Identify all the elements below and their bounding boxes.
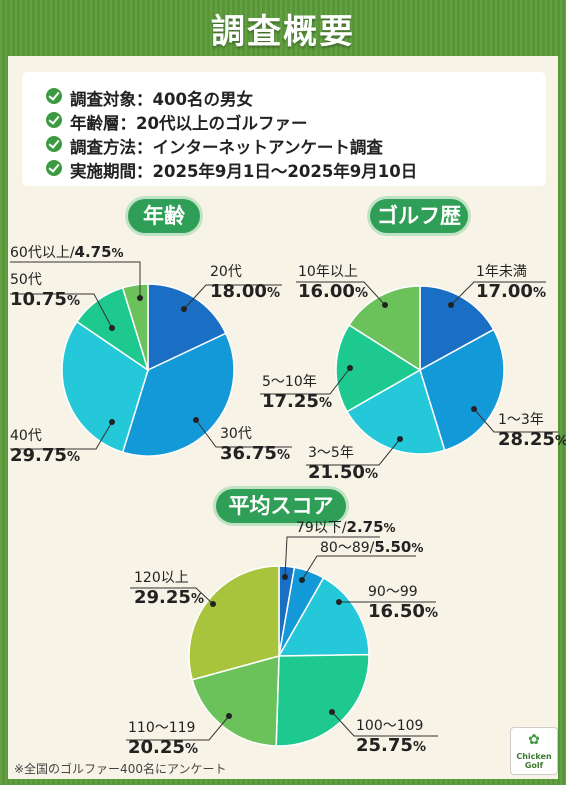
overview-text: 調査方法：インターネットアンケート調査 — [70, 138, 383, 157]
slice-category-label: 40代 — [10, 428, 42, 444]
slice-category-label: 120以上 — [134, 570, 189, 586]
slice-value-label: 20.25% — [128, 737, 198, 758]
leader-dot — [226, 713, 232, 719]
overview-text: 調査対象：400名の男女 — [70, 90, 253, 109]
leader-line — [195, 419, 292, 448]
leader-line — [306, 438, 401, 466]
check-icon — [46, 112, 62, 128]
slice-label: 80〜89/5.50% — [320, 538, 423, 556]
slice-value-label: 17.25% — [262, 391, 332, 412]
leader-line — [301, 555, 416, 581]
leader-line — [260, 367, 351, 395]
leader-dot — [329, 709, 335, 715]
leader-dot — [471, 406, 477, 412]
leader-line — [284, 536, 380, 578]
slice-value-label: 18.00% — [210, 281, 280, 302]
pie-slice — [277, 576, 370, 657]
slice-value-label: 29.75% — [10, 445, 80, 466]
leader-line — [130, 587, 214, 605]
leader-dot — [181, 306, 187, 312]
leader-line — [10, 293, 113, 329]
slice-value-label: 29.25% — [134, 587, 204, 608]
leader-dot — [282, 574, 288, 580]
check-icon — [46, 88, 62, 104]
pie-slice — [348, 285, 421, 372]
pie-slice — [61, 320, 149, 454]
overview-text: 実施期間：2025年9月1日〜2025年9月10日 — [70, 162, 418, 181]
leader-line — [10, 261, 141, 298]
logo-text-line2: Golf — [524, 761, 544, 770]
slice-value-label: 10.75% — [10, 289, 80, 310]
slice-value-label: 28.25% — [498, 429, 566, 450]
footnote: ※全国のゴルファー400名にアンケート — [14, 762, 227, 776]
golf-history-chart-title: ゴルフ歴 — [370, 199, 468, 233]
average-score-chart-title: 平均スコア — [216, 489, 346, 523]
slice-category-label: 1年未満 — [476, 264, 527, 280]
page-title: 調査概要 — [211, 12, 355, 52]
leader-dot — [299, 577, 305, 583]
pie-slice — [335, 323, 422, 413]
slice-category-label: 110〜119 — [128, 720, 195, 736]
chicken-golf-logo: ✿ Chicken Golf — [510, 727, 558, 775]
pie-slice — [121, 283, 149, 371]
leader-dot — [210, 601, 216, 607]
slice-category-label: 1〜3年 — [498, 412, 544, 428]
check-icon — [46, 136, 62, 152]
pie-slice — [188, 565, 280, 681]
slice-value-label: 25.75% — [356, 735, 426, 756]
leader-dot — [336, 599, 342, 605]
slice-label: 79以下/2.75% — [296, 518, 396, 536]
slice-category-label: 10年以上 — [298, 264, 358, 280]
pie-slice — [346, 368, 446, 455]
slice-value-label: 36.75% — [220, 443, 290, 464]
slice-category-label: 50代 — [10, 272, 42, 288]
pie-slice — [275, 653, 370, 747]
slice-value-label: 16.00% — [298, 281, 368, 302]
chicken-icon: ✿ — [528, 732, 540, 748]
slice-category-label: 90〜99 — [368, 584, 418, 600]
leader-line — [296, 281, 386, 306]
slice-category-label: 100〜109 — [356, 718, 423, 734]
leader-line — [10, 421, 113, 450]
slice-category-label: 20代 — [210, 264, 242, 280]
slice-value-label: 16.50% — [368, 601, 438, 622]
slice-category-label: 3〜5年 — [308, 445, 354, 461]
pie-slice — [191, 655, 280, 747]
leader-dot — [397, 436, 403, 442]
check-icon — [46, 160, 62, 176]
pie-slice — [419, 328, 505, 452]
leader-line — [183, 284, 282, 310]
slice-category-label: 5〜10年 — [262, 374, 317, 390]
slice-value-label: 17.00% — [476, 281, 546, 302]
leader-dot — [109, 419, 115, 425]
slice-label: 60代以上/4.75% — [10, 243, 124, 261]
leader-dot — [193, 417, 199, 423]
leader-dot — [109, 325, 115, 331]
overview-text: 年齢層：20代以上のゴルファー — [70, 114, 308, 133]
age-chart-title: 年齢 — [128, 199, 200, 233]
leader-dot — [448, 302, 454, 308]
leader-line — [331, 711, 438, 737]
slice-value-label: 21.50% — [308, 462, 378, 483]
leader-dot — [382, 302, 388, 308]
leader-dot — [137, 295, 143, 301]
survey-overview-box: 調査対象：400名の男女 年齢層：20代以上のゴルファー 調査方法：インターネッ… — [22, 72, 546, 186]
leader-dot — [347, 365, 353, 371]
leader-line — [450, 281, 546, 306]
leader-line — [473, 408, 558, 433]
logo-text-line1: Chicken — [516, 752, 552, 761]
pie-slice — [419, 285, 495, 372]
pie-slice — [121, 332, 235, 457]
slice-category-label: 30代 — [220, 426, 252, 442]
leader-line — [126, 715, 230, 741]
